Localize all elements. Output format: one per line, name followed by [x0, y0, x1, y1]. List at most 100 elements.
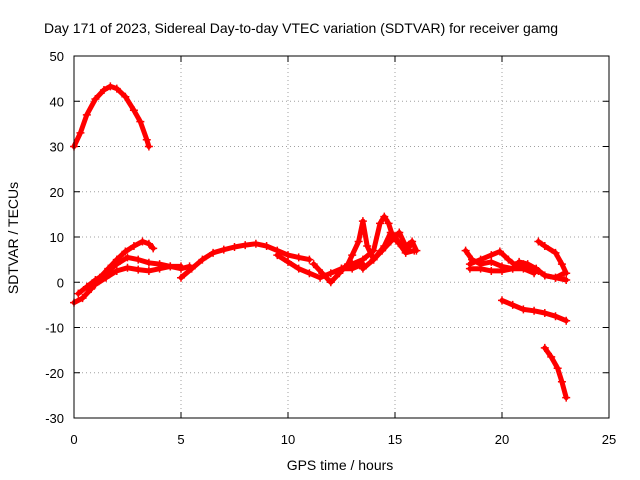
data-point	[498, 266, 506, 275]
data-point	[326, 278, 335, 287]
x-tick-label: 10	[281, 432, 295, 447]
data-point	[376, 219, 385, 228]
data-point	[144, 142, 153, 151]
data-point	[553, 364, 562, 373]
x-tick-label: 0	[70, 432, 77, 447]
data-point	[547, 352, 556, 361]
grid-lines	[74, 56, 609, 418]
data-point	[384, 219, 393, 228]
data-point	[551, 312, 560, 321]
data-point	[358, 217, 367, 226]
data-point	[487, 266, 496, 275]
data-point	[487, 257, 496, 266]
data-point	[142, 135, 151, 144]
y-axis-ticks: -30 -20 -10 0 10 20 30 40 50	[45, 49, 609, 426]
x-axis-label: GPS time / hours	[287, 457, 394, 473]
data-point	[112, 84, 121, 93]
data-series-group	[70, 82, 571, 402]
data-point	[121, 92, 130, 101]
data-point	[134, 255, 143, 264]
data-point	[219, 245, 228, 254]
data-point	[316, 273, 325, 282]
series-arc-4	[91, 262, 185, 289]
data-point	[305, 269, 314, 278]
data-point	[273, 251, 282, 260]
data-point	[519, 305, 528, 314]
data-point	[121, 247, 130, 256]
data-point	[540, 309, 549, 318]
data-point	[78, 294, 87, 303]
data-point	[358, 255, 367, 264]
data-point	[378, 246, 387, 255]
data-point	[476, 264, 485, 273]
series-arc-13	[534, 237, 571, 278]
y-tick-label: -10	[45, 321, 64, 336]
data-point	[348, 260, 357, 269]
data-point	[515, 257, 524, 266]
data-point	[476, 255, 485, 264]
data-point	[369, 246, 378, 255]
data-point	[386, 237, 395, 246]
series-arc-14	[498, 296, 571, 325]
data-point	[504, 255, 513, 264]
data-point	[187, 264, 196, 273]
y-tick-label: -30	[45, 411, 64, 426]
data-point	[144, 239, 153, 248]
data-point	[144, 258, 153, 267]
data-point	[326, 269, 335, 278]
series-arc-7	[309, 217, 414, 287]
data-point	[138, 237, 147, 246]
data-point	[177, 273, 185, 282]
series-arc-2	[70, 237, 158, 307]
series-arc-15	[540, 343, 571, 402]
chart-title: Day 171 of 2023, Sidereal Day-to-day VTE…	[44, 20, 558, 36]
x-tick-label: 20	[495, 432, 509, 447]
y-axis-label: SDTVAR / TECUs	[5, 182, 21, 294]
data-point	[123, 263, 132, 272]
series-arc-12	[465, 257, 569, 282]
series-arc-5	[177, 239, 314, 282]
data-point	[401, 242, 410, 251]
data-point	[498, 296, 506, 305]
y-tick-label: 20	[50, 185, 64, 200]
data-point	[465, 264, 474, 273]
data-point	[155, 264, 164, 273]
data-point	[540, 271, 549, 280]
data-point	[508, 300, 517, 309]
data-point	[294, 253, 303, 262]
data-point	[284, 257, 292, 266]
data-point	[129, 106, 138, 115]
data-point	[523, 260, 532, 269]
data-point	[487, 251, 496, 260]
data-point	[294, 264, 303, 273]
data-point	[380, 212, 389, 221]
x-tick-label: 5	[177, 432, 184, 447]
data-point	[166, 262, 175, 271]
data-point	[540, 343, 549, 352]
y-tick-label: -20	[45, 366, 64, 381]
data-point	[305, 255, 314, 264]
data-point	[112, 266, 121, 275]
data-point	[534, 237, 543, 246]
x-tick-label: 15	[388, 432, 402, 447]
data-point	[82, 110, 91, 119]
plot-frame	[73, 55, 610, 419]
data-point	[241, 241, 250, 250]
data-point	[106, 82, 115, 91]
data-point	[530, 306, 539, 315]
data-point	[358, 264, 367, 273]
data-point	[76, 128, 85, 137]
data-point	[318, 269, 327, 278]
series-arc-1	[70, 82, 153, 151]
data-point	[82, 282, 91, 291]
data-point	[412, 246, 421, 255]
data-point	[136, 117, 145, 126]
y-tick-label: 10	[50, 230, 64, 245]
data-point	[369, 255, 378, 264]
y-tick-label: 0	[57, 275, 64, 290]
data-point	[230, 242, 239, 251]
data-point	[337, 264, 346, 273]
data-point	[149, 244, 158, 253]
data-point	[562, 316, 571, 325]
data-point	[102, 273, 111, 282]
